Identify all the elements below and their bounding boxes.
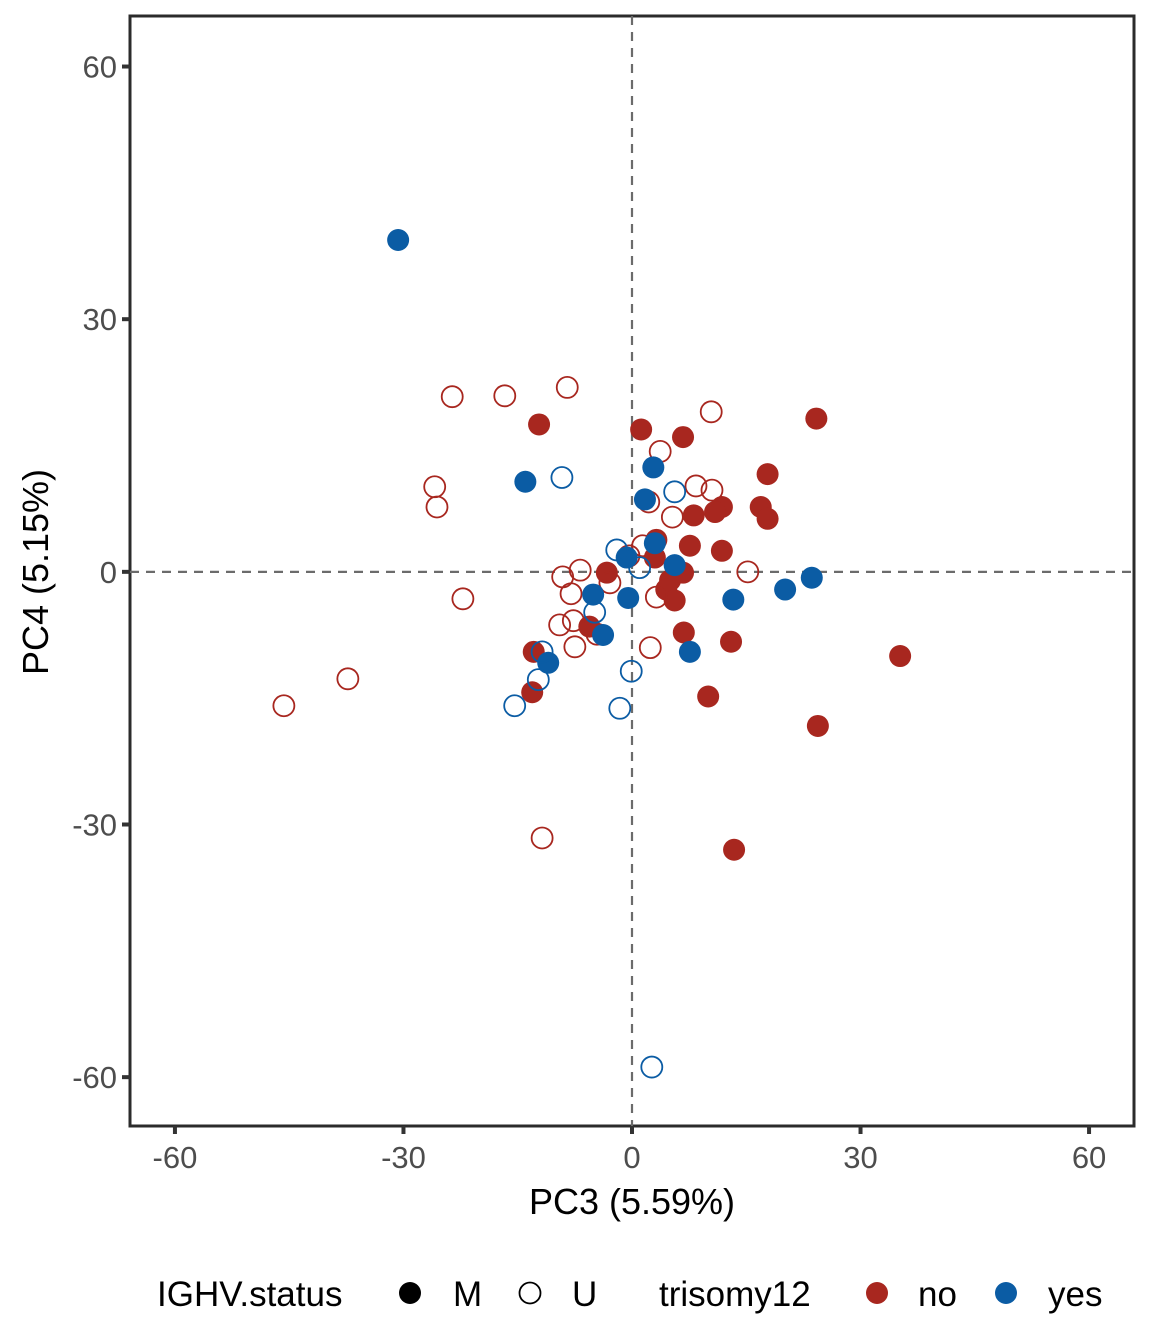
data-point bbox=[684, 474, 708, 498]
y-tick-label: 60 bbox=[83, 50, 117, 85]
data-point bbox=[704, 501, 727, 524]
y-tick-label: -30 bbox=[72, 807, 117, 842]
data-point bbox=[530, 826, 554, 850]
legend-key-no bbox=[866, 1282, 888, 1304]
data-point bbox=[710, 539, 733, 562]
data-point bbox=[619, 659, 643, 683]
data-point bbox=[555, 376, 579, 399]
y-tick-label: -60 bbox=[72, 1060, 117, 1095]
y-tick-label: 0 bbox=[100, 555, 117, 590]
x-tick-label: -30 bbox=[381, 1140, 426, 1175]
legend-key-m bbox=[399, 1282, 421, 1304]
data-point bbox=[805, 407, 828, 430]
y-tick-label: 30 bbox=[83, 302, 117, 337]
y-axis-title: PC4 (5.15%) bbox=[15, 469, 56, 675]
data-point bbox=[608, 696, 632, 720]
data-point bbox=[660, 505, 684, 529]
legend-color-title: trisomy12 bbox=[659, 1275, 811, 1314]
data-point bbox=[672, 426, 695, 449]
data-point bbox=[550, 466, 574, 489]
data-point bbox=[425, 495, 449, 519]
data-point bbox=[617, 586, 640, 609]
x-tick-label: -60 bbox=[153, 1140, 198, 1175]
legend-key-yes bbox=[995, 1282, 1017, 1304]
legend-label-m: M bbox=[453, 1275, 482, 1314]
data-point bbox=[663, 589, 686, 612]
data-point bbox=[440, 385, 464, 409]
data-point bbox=[514, 470, 537, 493]
data-point bbox=[722, 588, 745, 611]
data-point bbox=[526, 668, 550, 692]
data-point bbox=[387, 229, 410, 252]
data-point bbox=[451, 587, 475, 611]
legend-label-no: no bbox=[918, 1275, 957, 1314]
data-point bbox=[633, 488, 656, 511]
data-point bbox=[756, 507, 779, 530]
data-point bbox=[548, 613, 572, 637]
data-point bbox=[663, 554, 686, 577]
data-point bbox=[582, 583, 605, 606]
legend-label-yes: yes bbox=[1048, 1275, 1102, 1314]
data-point bbox=[638, 636, 662, 660]
data-point bbox=[559, 582, 583, 606]
data-point bbox=[583, 600, 607, 624]
x-tick-label: 0 bbox=[623, 1140, 640, 1175]
data-point bbox=[640, 1055, 664, 1079]
data-point bbox=[615, 546, 638, 569]
data-point bbox=[678, 640, 701, 663]
data-point bbox=[663, 480, 687, 504]
data-point bbox=[537, 651, 560, 674]
data-point bbox=[672, 621, 695, 644]
legend: IGHV.status M U trisomy12 no yes bbox=[157, 1275, 1102, 1314]
data-point bbox=[493, 384, 517, 408]
x-tick-label: 30 bbox=[843, 1140, 877, 1175]
x-axis-title: PC3 (5.59%) bbox=[529, 1181, 735, 1222]
data-point bbox=[697, 685, 720, 708]
data-point bbox=[889, 645, 912, 668]
data-point bbox=[530, 640, 554, 664]
data-point bbox=[642, 456, 665, 479]
x-tick-label: 60 bbox=[1072, 1140, 1106, 1175]
data-point bbox=[678, 534, 701, 557]
data-point bbox=[598, 571, 622, 595]
data-point bbox=[806, 714, 829, 737]
data-point bbox=[605, 538, 629, 562]
legend-label-u: U bbox=[572, 1275, 597, 1314]
legend-shape-title: IGHV.status bbox=[157, 1275, 342, 1314]
data-point bbox=[521, 681, 544, 704]
data-point bbox=[800, 566, 823, 589]
data-point bbox=[630, 418, 653, 441]
data-point bbox=[723, 838, 746, 861]
data-point bbox=[682, 504, 705, 527]
data-point bbox=[336, 667, 360, 691]
data-point bbox=[592, 624, 615, 647]
data-point bbox=[643, 532, 666, 555]
data-point bbox=[774, 578, 797, 601]
legend-key-u bbox=[518, 1281, 542, 1305]
data-point bbox=[563, 635, 587, 659]
data-point bbox=[699, 400, 723, 424]
data-point bbox=[503, 694, 527, 718]
data-point bbox=[736, 560, 760, 584]
data-point bbox=[561, 609, 585, 633]
data-point bbox=[272, 694, 296, 718]
data-point bbox=[720, 630, 743, 653]
data-point bbox=[756, 463, 779, 486]
data-point bbox=[644, 585, 668, 609]
data-point bbox=[528, 413, 551, 436]
data-point bbox=[700, 478, 724, 502]
data-point bbox=[628, 556, 652, 580]
